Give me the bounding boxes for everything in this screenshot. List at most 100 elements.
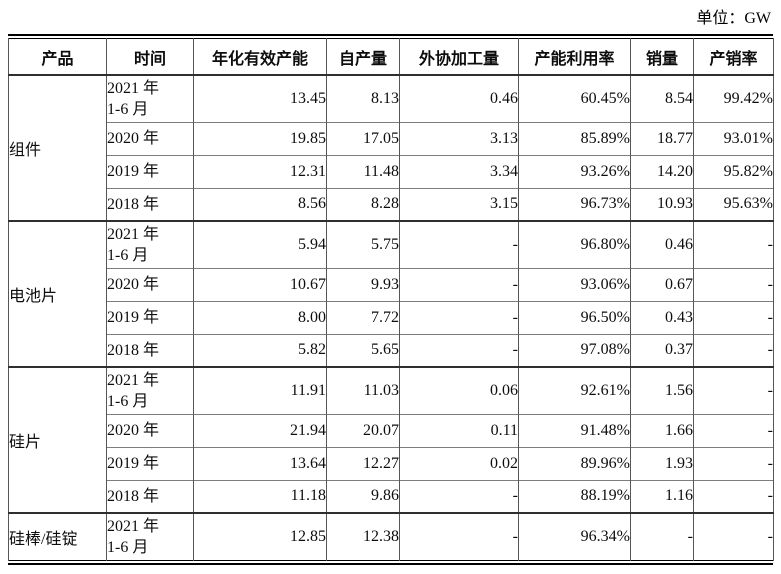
cell-sales: 1.56 [630,366,694,414]
cell-sales-ratio: - [693,512,774,560]
cell-period: 2019 年 [106,300,194,334]
cell-self-output: 11.48 [326,154,400,188]
cell-capacity: 11.91 [193,366,327,414]
cell-utilization: 96.73% [518,187,631,221]
cell-sales: 0.37 [630,333,694,367]
cell-outsourced: - [399,220,519,268]
cell-product: 组件 [8,74,107,221]
cell-sales-ratio: - [693,333,774,367]
cell-period: 2021 年 1-6 月 [106,220,194,268]
cell-utilization: 96.80% [518,220,631,268]
cell-outsourced: - [399,512,519,560]
cell-utilization: 96.34% [518,512,631,560]
cell-sales-ratio: - [693,446,774,480]
cell-product: 电池片 [8,220,107,367]
cell-outsourced: 3.34 [399,154,519,188]
cell-period: 2019 年 [106,446,194,480]
cell-sales: 14.20 [630,154,694,188]
table-body: 组件 2021 年 1-6 月 13.45 8.13 0.46 60.45% 8.54 99.… [8,74,774,560]
cell-period: 2020 年 [106,413,194,447]
cell-self-output: 8.13 [326,74,400,122]
cell-outsourced: - [399,300,519,334]
cell-utilization: 88.19% [518,479,631,513]
table-row: 2020 年 19.85 17.05 3.13 85.89% 18.77 93.01% [9,121,774,155]
table-row: 2020 年 10.67 9.93-93.06% 0.67- [9,267,774,301]
cell-utilization: 97.08% [518,333,631,367]
cell-utilization: 93.26% [518,154,631,188]
data-table-wrapper: 产品 时间 年化有效产能 自产量 外协加工量 产能利用率 销量 产销率 组件 20… [8,34,774,565]
cell-period: 2019 年 [106,154,194,188]
cell-product: 硅片 [8,366,107,513]
cell-sales: 1.93 [630,446,694,480]
column-header-self-output: 自产量 [326,38,400,76]
table-row: 2020 年 21.94 20.07 0.11 91.48% 1.66- [9,413,774,447]
table-row: 2018 年 5.82 5.65-97.08% 0.37- [9,333,774,367]
cell-sales: - [630,512,694,560]
cell-sales: 18.77 [630,121,694,155]
cell-capacity: 8.00 [193,300,327,334]
table-row: 2018 年 8.56 8.28 3.15 96.73% 10.93 95.63% [9,187,774,221]
cell-sales-ratio: - [693,366,774,414]
table-header: 产品 时间 年化有效产能 自产量 外协加工量 产能利用率 销量 产销率 [8,38,774,76]
cell-sales-ratio: - [693,300,774,334]
cell-sales: 0.46 [630,220,694,268]
column-header-period: 时间 [106,38,194,76]
column-header-product: 产品 [8,38,107,76]
cell-product: 硅棒/硅锭 [8,512,107,560]
table-row: 硅片 2021 年 1-6 月 11.91 11.03 0.06 92.61% 1.56- [8,366,774,513]
cell-sales-ratio: - [693,220,774,268]
cell-sales: 1.16 [630,479,694,513]
cell-period: 2020 年 [106,121,194,155]
cell-utilization: 92.61% [518,366,631,414]
table-row: 硅棒/硅锭 2021 年 1-6 月 12.85 12.38-96.34% - - [8,512,774,560]
cell-capacity: 13.45 [193,74,327,122]
column-header-utilization: 产能利用率 [518,38,631,76]
cell-period: 2020 年 [106,267,194,301]
cell-capacity: 21.94 [193,413,327,447]
cell-self-output: 20.07 [326,413,400,447]
cell-sales: 0.43 [630,300,694,334]
cell-capacity: 13.64 [193,446,327,480]
cell-period: 2021 年 1-6 月 [106,512,194,560]
cell-utilization: 85.89% [518,121,631,155]
cell-period: 2018 年 [106,187,194,221]
table-row: 电池片 2021 年 1-6 月 5.94 5.75-96.80% 0.46- [8,220,774,367]
cell-self-output: 9.93 [326,267,400,301]
cell-capacity: 10.67 [193,267,327,301]
cell-capacity: 8.56 [193,187,327,221]
cell-capacity: 5.94 [193,220,327,268]
cell-outsourced: - [399,479,519,513]
cell-sales: 8.54 [630,74,694,122]
cell-self-output: 17.05 [326,121,400,155]
cell-outsourced: - [399,267,519,301]
cell-sales-ratio: 95.82% [693,154,774,188]
cell-period: 2021 年 1-6 月 [106,366,194,414]
cell-sales: 1.66 [630,413,694,447]
cell-capacity: 11.18 [193,479,327,513]
cell-capacity: 12.85 [193,512,327,560]
table-row: 组件 2021 年 1-6 月 13.45 8.13 0.46 60.45% 8.54 99.… [8,74,774,221]
cell-outsourced: 3.13 [399,121,519,155]
cell-sales-ratio: 99.42% [693,74,774,122]
cell-self-output: 12.38 [326,512,400,560]
header-row: 产品 时间 年化有效产能 自产量 外协加工量 产能利用率 销量 产销率 [8,38,774,76]
cell-period: 2018 年 [106,333,194,367]
cell-utilization: 89.96% [518,446,631,480]
cell-sales-ratio: - [693,479,774,513]
cell-self-output: 9.86 [326,479,400,513]
cell-sales: 0.67 [630,267,694,301]
table-row: 2018 年 11.18 9.86-88.19% 1.16- [9,479,774,513]
cell-sales-ratio: 95.63% [693,187,774,221]
cell-outsourced: 3.15 [399,187,519,221]
cell-outsourced: 0.11 [399,413,519,447]
cell-utilization: 60.45% [518,74,631,122]
cell-outsourced: 0.06 [399,366,519,414]
cell-period: 2021 年 1-6 月 [106,74,194,122]
capacity-table: 产品 时间 年化有效产能 自产量 外协加工量 产能利用率 销量 产销率 组件 20… [8,38,774,561]
cell-self-output: 5.75 [326,220,400,268]
table-row: 2019 年 13.64 12.27 0.02 89.96% 1.93- [9,446,774,480]
cell-utilization: 91.48% [518,413,631,447]
column-header-sales-ratio: 产销率 [693,38,774,76]
cell-sales-ratio: - [693,413,774,447]
